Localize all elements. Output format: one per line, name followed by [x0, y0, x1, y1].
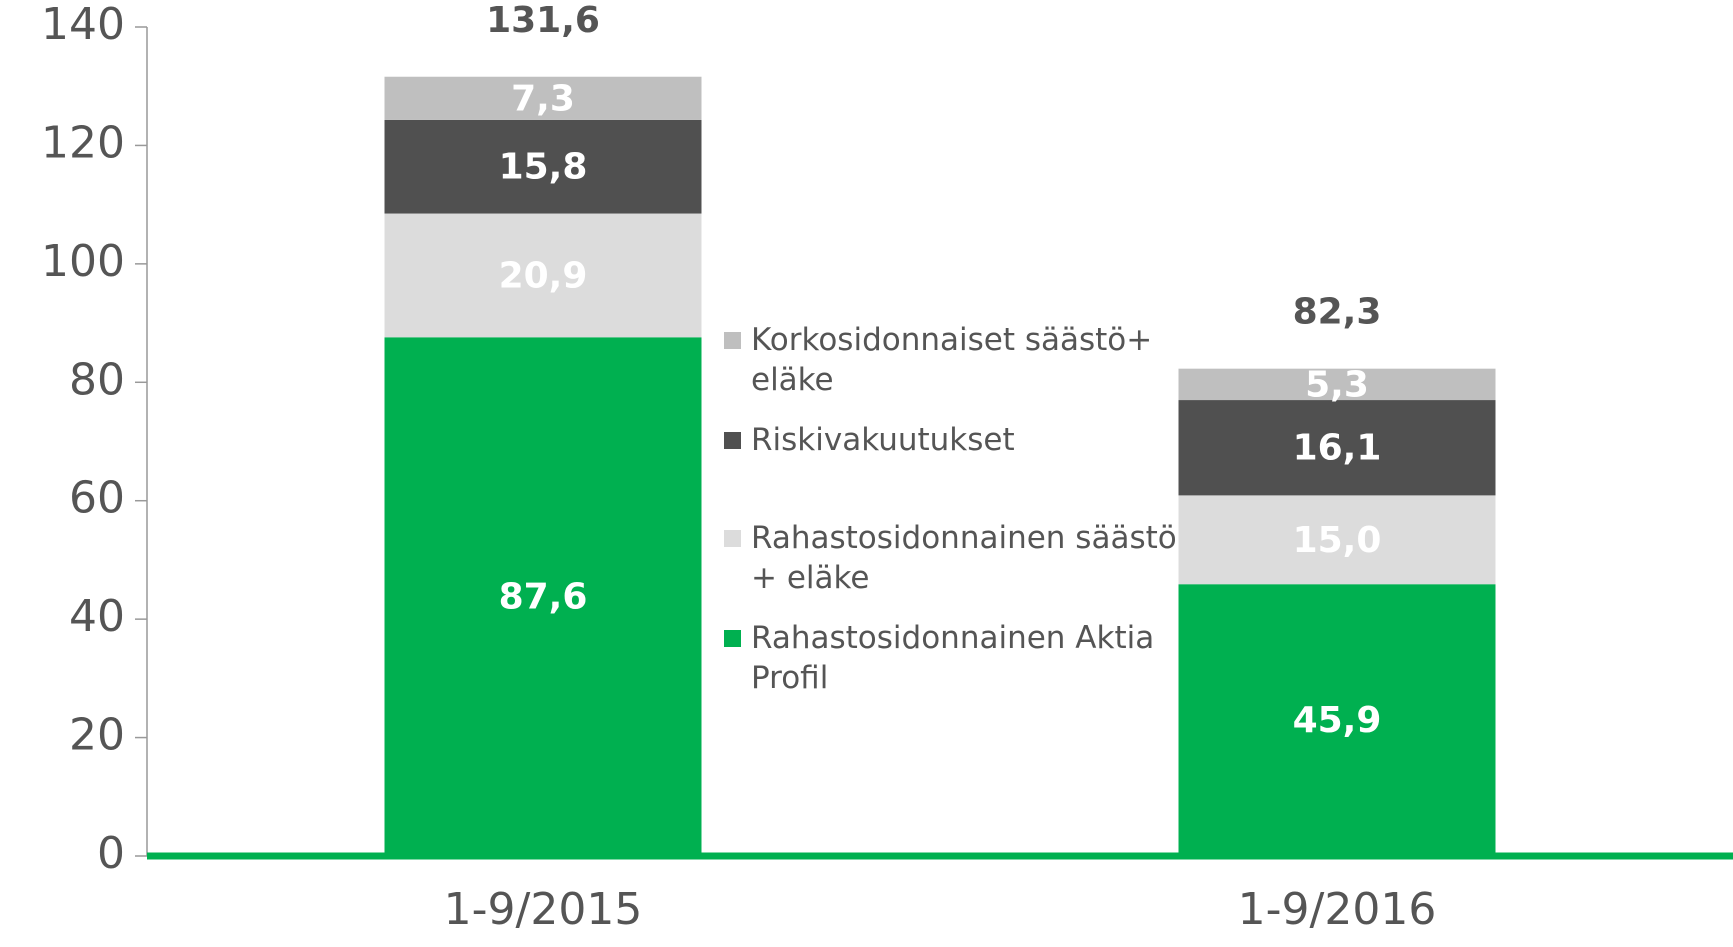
y-tick-label: 100: [41, 236, 125, 287]
legend-swatch: [724, 332, 741, 349]
legend-swatch: [724, 432, 741, 449]
legend-item: Korkosidonnaiset säästö+ eläke: [724, 320, 1201, 400]
bar-segment: [384, 213, 702, 338]
legend-swatch: [724, 530, 741, 547]
legend-label: Rahastosidonnainen Aktia Profil: [751, 620, 1155, 696]
total-label: 131,6: [486, 0, 600, 41]
y-tick-label: 80: [69, 354, 125, 405]
bar-segment: [384, 119, 702, 214]
legend-item: Rahastosidonnainen Aktia Profil: [724, 618, 1201, 698]
value-label: 20,9: [499, 255, 588, 296]
value-label: 45,9: [1293, 700, 1382, 741]
total-label: 82,3: [1293, 292, 1382, 333]
y-tick-label: 140: [41, 0, 125, 50]
y-tick-label: 20: [69, 710, 125, 761]
y-tick-label: 60: [69, 473, 125, 524]
bar-segment: [1178, 584, 1496, 856]
legend-item: Rahastosidonnainen säästö + eläke: [724, 518, 1201, 598]
y-tick-label: 120: [41, 117, 125, 168]
bar-segment: [384, 76, 702, 120]
value-label: 5,3: [1305, 364, 1369, 405]
legend-label: Riskivakuutukset: [751, 422, 1015, 458]
legend-label: Rahastosidonnainen säästö + eläke: [751, 520, 1177, 596]
legend-item: Riskivakuutukset: [724, 420, 1201, 460]
x-tick-label: 1-9/2015: [444, 884, 643, 935]
legend-label: Korkosidonnaiset säästö+ eläke: [751, 322, 1153, 398]
value-label: 7,3: [511, 78, 575, 119]
bar-segment: [1178, 368, 1496, 401]
legend-swatch: [724, 630, 741, 647]
value-label: 16,1: [1293, 428, 1382, 469]
bar-segment: [1178, 400, 1496, 496]
value-label: 87,6: [499, 577, 588, 618]
value-label: 15,0: [1293, 520, 1382, 561]
y-tick-label: 0: [97, 828, 125, 879]
bar-segment: [384, 337, 702, 857]
value-label: 15,8: [499, 147, 588, 188]
bar-segment: [1178, 495, 1496, 585]
y-tick-label: 40: [69, 591, 125, 642]
x-tick-label: 1-9/2016: [1238, 884, 1437, 935]
